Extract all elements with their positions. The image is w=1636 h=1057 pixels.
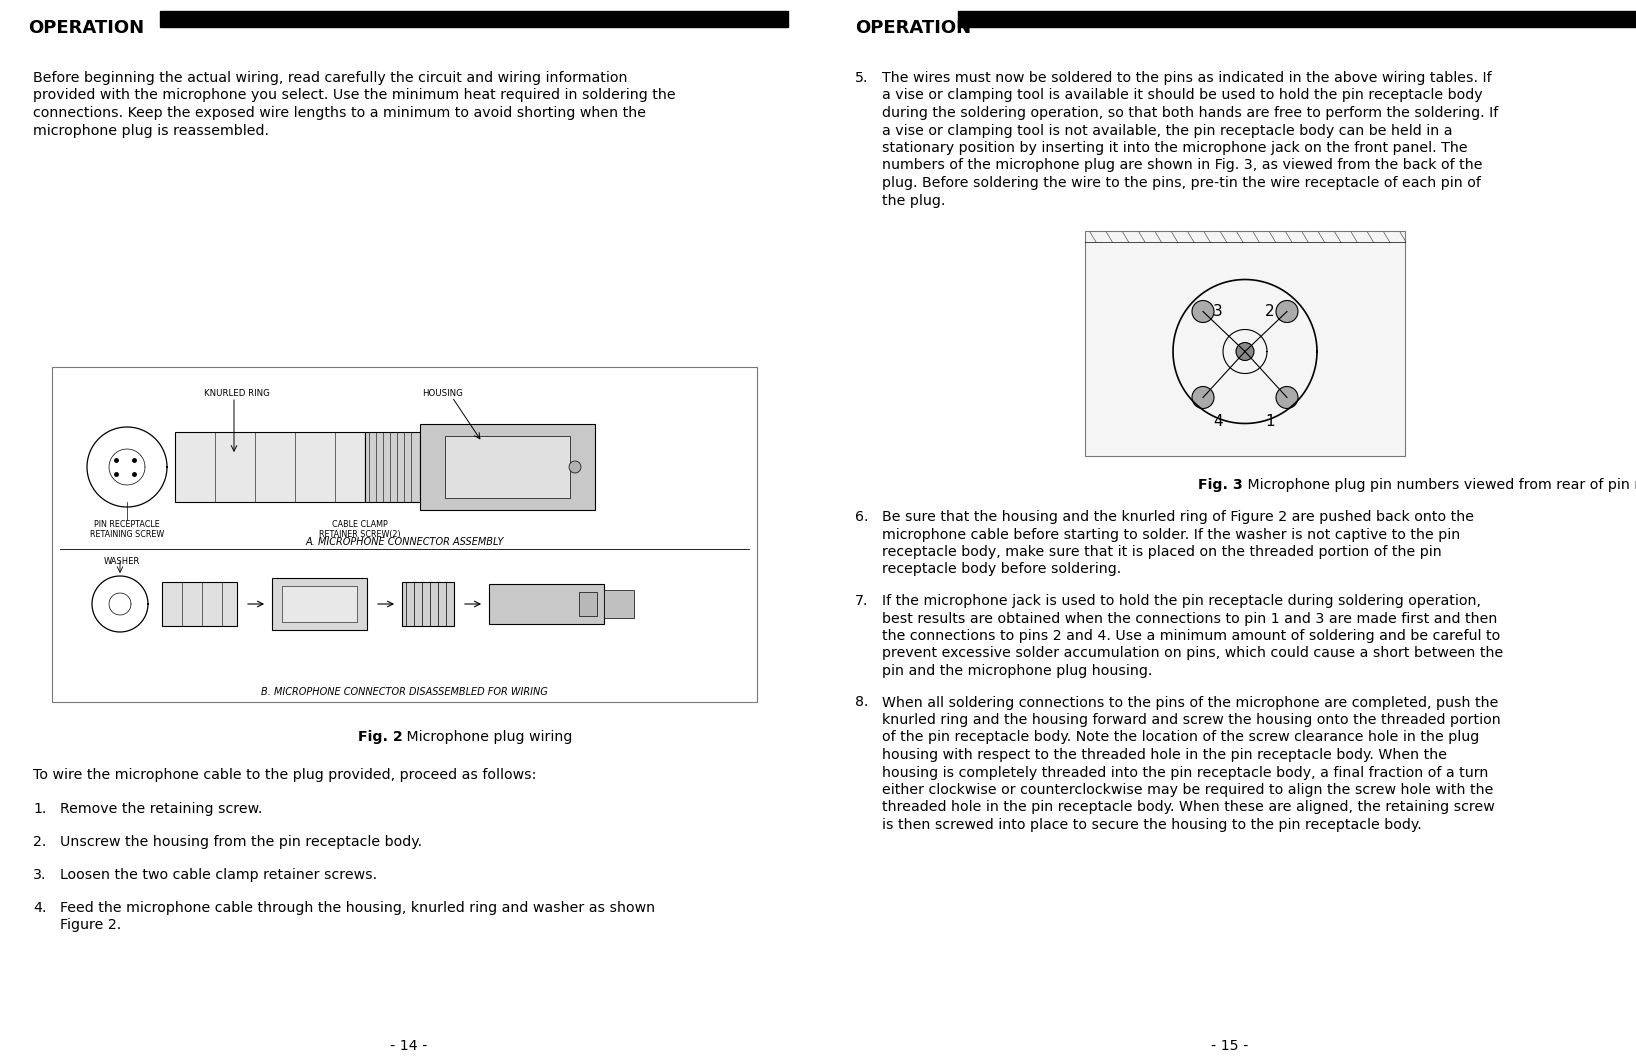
Bar	[402, 582, 455, 626]
Text: 3.: 3.	[33, 868, 46, 882]
Text: Microphone plug pin numbers viewed from rear of pin receptacle.: Microphone plug pin numbers viewed from …	[1243, 478, 1636, 492]
Text: a vise or clamping tool is not available, the pin receptacle body can be held in: a vise or clamping tool is not available…	[882, 124, 1453, 137]
Text: KNURLED RING: KNURLED RING	[204, 389, 270, 398]
Text: numbers of the microphone plug are shown in Fig. 3, as viewed from the back of t: numbers of the microphone plug are shown…	[882, 159, 1482, 172]
Text: Remove the retaining screw.: Remove the retaining screw.	[61, 802, 262, 816]
Text: 1.: 1.	[33, 802, 46, 816]
Text: provided with the microphone you select. Use the minimum heat required in solder: provided with the microphone you select.…	[33, 89, 676, 103]
Text: Before beginning the actual wiring, read carefully the circuit and wiring inform: Before beginning the actual wiring, read…	[33, 71, 628, 85]
Circle shape	[569, 461, 581, 472]
Text: housing with respect to the threaded hole in the pin receptacle body. When the: housing with respect to the threaded hol…	[882, 748, 1446, 762]
Text: Fig. 2: Fig. 2	[358, 730, 402, 744]
Text: 7.: 7.	[856, 594, 869, 608]
Text: stationary position by inserting it into the microphone jack on the front panel.: stationary position by inserting it into…	[882, 141, 1467, 155]
Text: a vise or clamping tool is available it should be used to hold the pin receptacl: a vise or clamping tool is available it …	[882, 89, 1482, 103]
Text: microphone cable before starting to solder. If the washer is not captive to the : microphone cable before starting to sold…	[882, 527, 1461, 541]
Text: the connections to pins 2 and 4. Use a minimum amount of soldering and be carefu: the connections to pins 2 and 4. Use a m…	[882, 629, 1500, 643]
Text: either clockwise or counterclockwise may be required to align the screw hole wit: either clockwise or counterclockwise may…	[882, 783, 1494, 797]
Text: - 14 -: - 14 -	[391, 1039, 427, 1053]
Text: Be sure that the housing and the knurled ring of Figure 2 are pushed back onto t: Be sure that the housing and the knurled…	[882, 509, 1474, 524]
Text: 8.: 8.	[856, 696, 869, 709]
Text: CABLE CLAMP: CABLE CLAMP	[332, 520, 388, 528]
Text: A. MICROPHONE CONNECTOR ASSEMBLY: A. MICROPHONE CONNECTOR ASSEMBLY	[306, 537, 504, 548]
Text: threaded hole in the pin receptacle body. When these are aligned, the retaining : threaded hole in the pin receptacle body…	[882, 800, 1495, 815]
Bar	[160, 11, 789, 27]
Text: the plug.: the plug.	[882, 193, 946, 207]
Bar	[959, 11, 1636, 27]
Text: best results are obtained when the connections to pin 1 and 3 are made first and: best results are obtained when the conne…	[882, 612, 1497, 626]
Text: When all soldering connections to the pins of the microphone are completed, push: When all soldering connections to the pi…	[882, 696, 1499, 709]
Text: B. MICROPHONE CONNECTOR DISASSEMBLED FOR WIRING: B. MICROPHONE CONNECTOR DISASSEMBLED FOR…	[262, 687, 548, 697]
Text: 5.: 5.	[856, 71, 869, 85]
Text: prevent excessive solder accumulation on pins, which could cause a short between: prevent excessive solder accumulation on…	[882, 647, 1503, 661]
Text: 4: 4	[1212, 413, 1222, 428]
Circle shape	[1237, 342, 1255, 360]
Bar	[1085, 231, 1405, 456]
Bar	[272, 578, 366, 630]
FancyArrow shape	[604, 590, 635, 618]
Text: Fig. 3: Fig. 3	[1198, 478, 1243, 492]
Text: during the soldering operation, so that both hands are free to perform the solde: during the soldering operation, so that …	[882, 106, 1499, 120]
Bar	[445, 435, 569, 498]
Text: Loosen the two cable clamp retainer screws.: Loosen the two cable clamp retainer scre…	[61, 868, 378, 882]
Text: 2: 2	[1265, 303, 1274, 318]
Text: receptacle body before soldering.: receptacle body before soldering.	[882, 562, 1121, 576]
Text: Feed the microphone cable through the housing, knurled ring and washer as shown: Feed the microphone cable through the ho…	[61, 901, 654, 915]
Bar	[420, 424, 596, 509]
Circle shape	[1276, 387, 1297, 408]
Bar	[489, 585, 604, 624]
Text: - 15 -: - 15 -	[1211, 1039, 1248, 1053]
Text: 2.: 2.	[33, 835, 46, 849]
Text: receptacle body, make sure that it is placed on the threaded portion of the pin: receptacle body, make sure that it is pl…	[882, 545, 1441, 559]
Text: housing is completely threaded into the pin receptacle body, a final fraction of: housing is completely threaded into the …	[882, 765, 1489, 779]
Text: 4.: 4.	[33, 901, 46, 915]
Text: If the microphone jack is used to hold the pin receptacle during soldering opera: If the microphone jack is used to hold t…	[882, 594, 1481, 608]
Text: PIN RECEPTACLE: PIN RECEPTACLE	[95, 520, 160, 528]
Bar	[365, 432, 420, 502]
Text: The wires must now be soldered to the pins as indicated in the above wiring tabl: The wires must now be soldered to the pi…	[882, 71, 1492, 85]
Text: Unscrew the housing from the pin receptacle body.: Unscrew the housing from the pin recepta…	[61, 835, 422, 849]
Text: Figure 2.: Figure 2.	[61, 919, 121, 932]
Text: microphone plug is reassembled.: microphone plug is reassembled.	[33, 124, 268, 137]
Text: HOUSING: HOUSING	[422, 389, 463, 398]
Text: Microphone plug wiring: Microphone plug wiring	[402, 730, 573, 744]
Text: RETAINER SCREW(2): RETAINER SCREW(2)	[319, 530, 401, 539]
Text: pin and the microphone plug housing.: pin and the microphone plug housing.	[882, 664, 1152, 678]
Bar	[162, 582, 237, 626]
Text: RETAINING SCREW: RETAINING SCREW	[90, 530, 164, 539]
Text: OPERATION: OPERATION	[28, 19, 144, 37]
Text: knurled ring and the housing forward and screw the housing onto the threaded por: knurled ring and the housing forward and…	[882, 713, 1500, 727]
Bar	[579, 592, 597, 616]
Text: connections. Keep the exposed wire lengths to a minimum to avoid shorting when t: connections. Keep the exposed wire lengt…	[33, 106, 646, 120]
Text: of the pin receptacle body. Note the location of the screw clearance hole in the: of the pin receptacle body. Note the loc…	[882, 730, 1479, 744]
Bar	[175, 432, 365, 502]
Circle shape	[1276, 300, 1297, 322]
Circle shape	[1193, 387, 1214, 408]
Circle shape	[1193, 300, 1214, 322]
Text: OPERATION: OPERATION	[856, 19, 972, 37]
Bar	[52, 367, 757, 702]
Text: To wire the microphone cable to the plug provided, proceed as follows:: To wire the microphone cable to the plug…	[33, 768, 537, 782]
Text: plug. Before soldering the wire to the pins, pre-tin the wire receptacle of each: plug. Before soldering the wire to the p…	[882, 177, 1481, 190]
Bar	[281, 586, 357, 622]
Text: is then screwed into place to secure the housing to the pin receptacle body.: is then screwed into place to secure the…	[882, 818, 1422, 832]
Text: WASHER: WASHER	[105, 557, 141, 565]
Text: 6.: 6.	[856, 509, 869, 524]
Text: 3: 3	[1212, 303, 1222, 318]
Text: 1: 1	[1265, 413, 1274, 428]
